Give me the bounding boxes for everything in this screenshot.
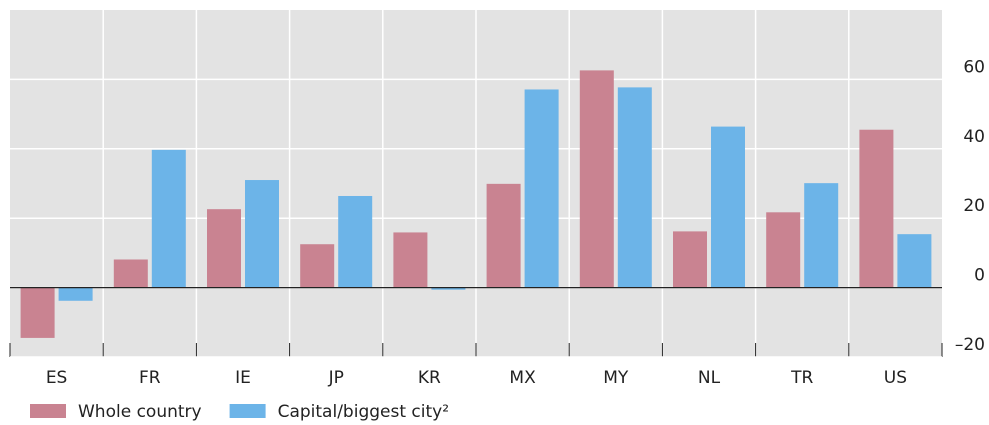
y-tick-label: 20 <box>963 196 985 216</box>
bar <box>431 287 466 290</box>
x-tick-label: FR <box>139 368 161 388</box>
legend-swatch <box>229 404 266 418</box>
x-tick-label: TR <box>790 368 813 388</box>
y-tick-label: 0 <box>974 266 985 286</box>
y-tick-label: 60 <box>963 57 985 77</box>
bar <box>711 126 745 288</box>
bar <box>486 183 521 288</box>
bar <box>245 180 279 288</box>
bar <box>151 149 186 288</box>
legend-label: Whole country <box>78 402 202 422</box>
x-tick-label: NL <box>698 368 721 388</box>
bar <box>20 287 55 338</box>
x-tick-label: IE <box>235 368 251 388</box>
y-tick-label: –20 <box>955 335 985 355</box>
x-tick-label: MY <box>603 368 629 388</box>
bar <box>300 244 335 288</box>
bar <box>113 259 148 288</box>
bar <box>897 234 932 288</box>
legend-label: Capital/biggest city² <box>278 402 449 422</box>
bar <box>393 232 428 288</box>
x-tick-label: MX <box>509 368 536 388</box>
bar <box>338 195 373 288</box>
bar <box>207 209 241 288</box>
bar <box>766 212 801 288</box>
x-tick-label: JP <box>328 368 344 388</box>
x-tick-label: US <box>884 368 907 388</box>
x-tick-label: ES <box>46 368 68 388</box>
legend-swatch <box>30 404 66 418</box>
bar <box>673 231 707 288</box>
bar <box>58 287 93 301</box>
bar <box>859 129 894 288</box>
x-tick-label: KR <box>418 368 441 388</box>
bar <box>524 89 559 288</box>
y-tick-label: 40 <box>963 127 985 147</box>
bar <box>617 87 652 288</box>
bar <box>579 70 614 288</box>
bar <box>804 183 839 288</box>
